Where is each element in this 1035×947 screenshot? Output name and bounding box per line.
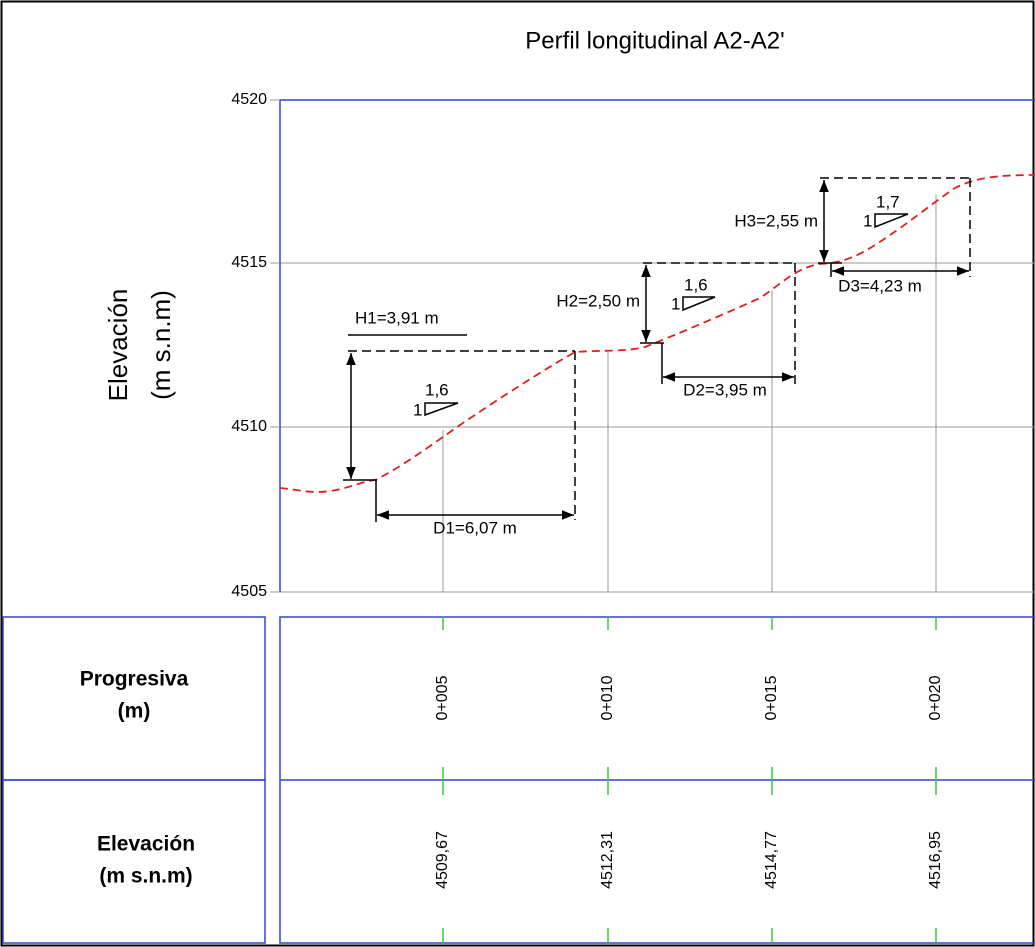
plot: 4520 4515 4510 4505 Elevación (m s.n.m) … <box>103 91 1035 600</box>
terrain-profile <box>279 174 1035 493</box>
y-axis-label: Elevación <box>103 289 133 402</box>
progresiva-cell: 0+005 <box>434 675 451 720</box>
plot-border <box>279 99 1035 592</box>
annotation: 1 <box>863 211 872 230</box>
row-header: (m s.n.m) <box>99 865 192 888</box>
table: Progresiva (m) Elevación (m s.n.m) <box>2 616 1035 944</box>
annotation: 1,6 <box>684 275 708 294</box>
row-header: Progresiva <box>80 668 189 691</box>
annotation: H1=3,91 m <box>355 308 439 327</box>
elevacion-cell: 4516,95 <box>927 831 944 889</box>
row-header: (m) <box>118 700 151 723</box>
progresiva-cell: 0+010 <box>599 675 616 720</box>
annotation: 1,6 <box>425 380 449 399</box>
elevacion-cell: 4509,67 <box>434 831 451 889</box>
y-tick-label: 4510 <box>231 418 267 435</box>
row-header-cell <box>2 616 266 781</box>
elevacion-cell: 4514,77 <box>763 831 780 889</box>
annotation: D2=3,95 m <box>683 380 767 399</box>
y-axis-label: (m s.n.m) <box>146 290 176 400</box>
annotation: H2=2,50 m <box>556 291 640 310</box>
row-header: Elevación <box>97 833 195 856</box>
table-columns: 0+005 4509,67 0+010 4512,31 0+015 4514,77 0+02… <box>434 617 944 943</box>
table-border <box>279 616 1035 944</box>
y-tick-label: 4505 <box>231 583 267 600</box>
slope-triangle <box>682 296 716 312</box>
elevacion-cell: 4512,31 <box>599 831 616 889</box>
title: Perfil longitudinal A2-A2' <box>525 27 784 54</box>
y-tick-label: 4515 <box>231 254 267 271</box>
row-header-cell <box>2 779 266 944</box>
annotation: 1 <box>413 400 422 419</box>
slope-triangle <box>424 402 459 417</box>
progresiva-cell: 0+015 <box>763 675 780 720</box>
y-tick-label: 4520 <box>231 91 267 108</box>
annotation: H3=2,55 m <box>734 211 818 230</box>
annotation: 1,7 <box>876 192 900 211</box>
progresiva-cell: 0+020 <box>927 675 944 720</box>
annotation: D3=4,23 m <box>838 276 922 295</box>
annotation: D1=6,07 m <box>433 518 517 537</box>
slope-triangle <box>874 213 909 229</box>
annotation: 1 <box>671 294 680 313</box>
